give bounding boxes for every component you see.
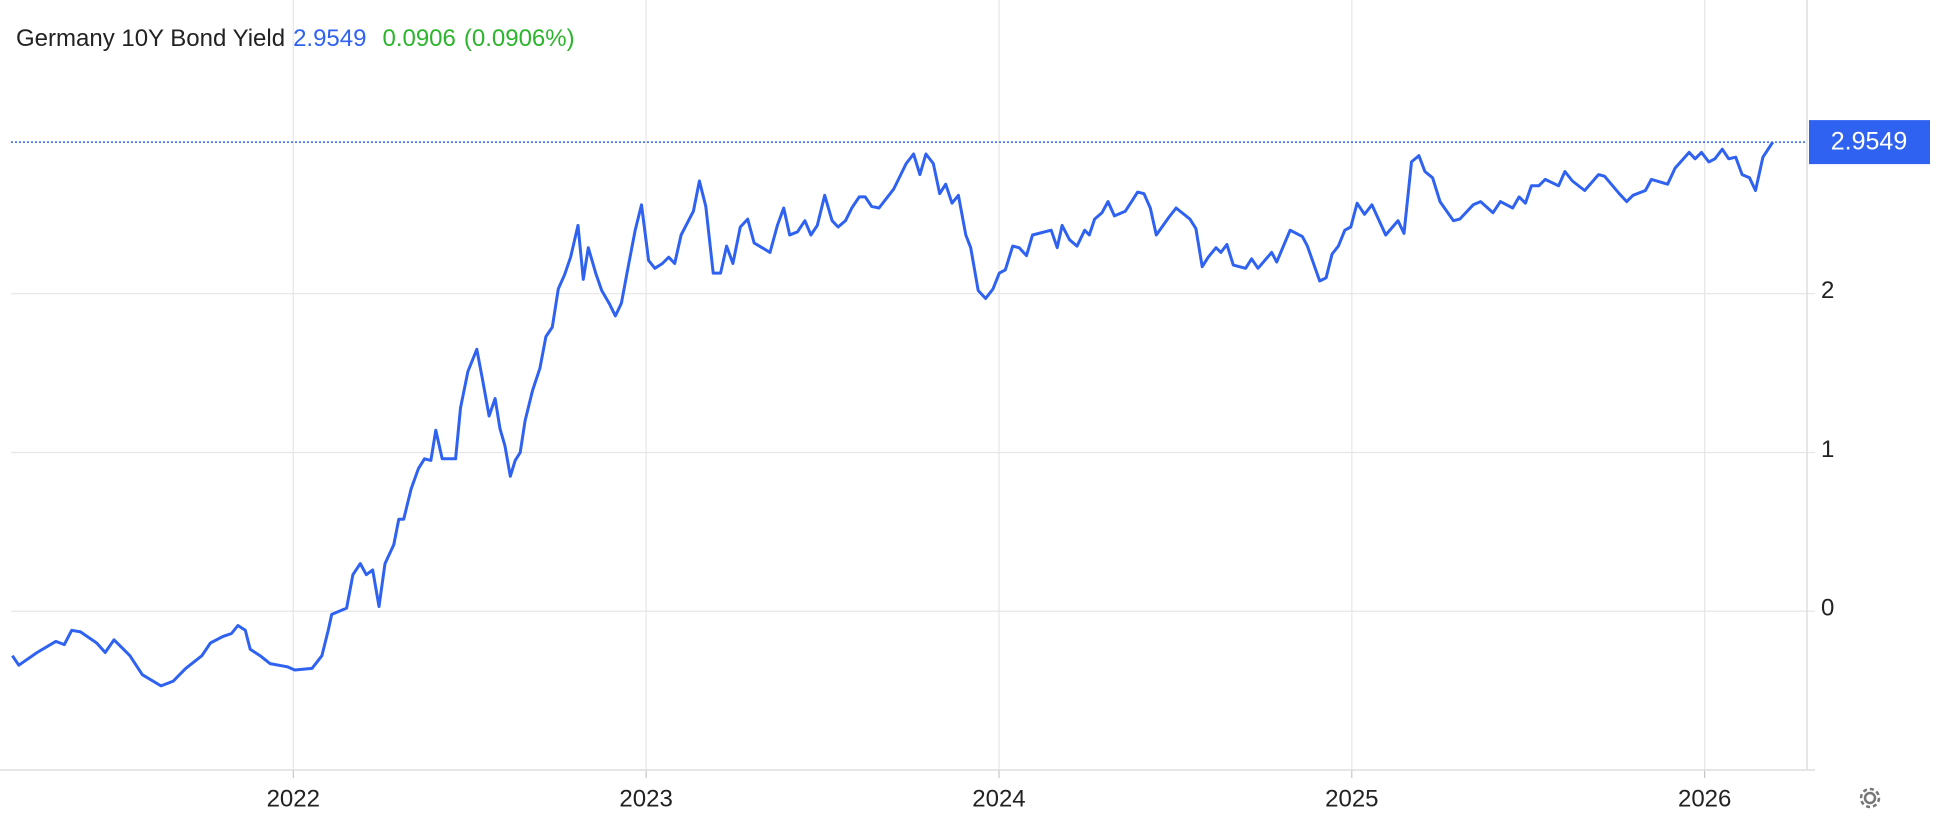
x-tick-label: 2023 — [619, 785, 672, 812]
chart-header: Germany 10Y Bond Yield 2.9549 0.0906 (0.090… — [16, 25, 575, 52]
change: 0.0906 — [382, 25, 455, 52]
x-tick-label: 2022 — [267, 785, 320, 812]
last-value: 2.9549 — [293, 25, 366, 52]
x-tick-label: 2026 — [1678, 785, 1731, 812]
x-tick-label: 2024 — [972, 785, 1025, 812]
x-tick-label: 2025 — [1325, 785, 1378, 812]
chart-title: Germany 10Y Bond Yield — [16, 25, 285, 52]
settings-icon[interactable] — [1859, 787, 1881, 809]
y-tick-label: 0 — [1821, 595, 1834, 622]
change-percent: (0.0906%) — [464, 25, 575, 52]
y-tick-label: 1 — [1821, 436, 1834, 463]
last-value-tag — [1809, 120, 1930, 165]
y-tick-label: 2 — [1821, 277, 1834, 304]
data-line — [11, 141, 1775, 688]
last-value-label: 2.9549 — [1831, 128, 1907, 156]
